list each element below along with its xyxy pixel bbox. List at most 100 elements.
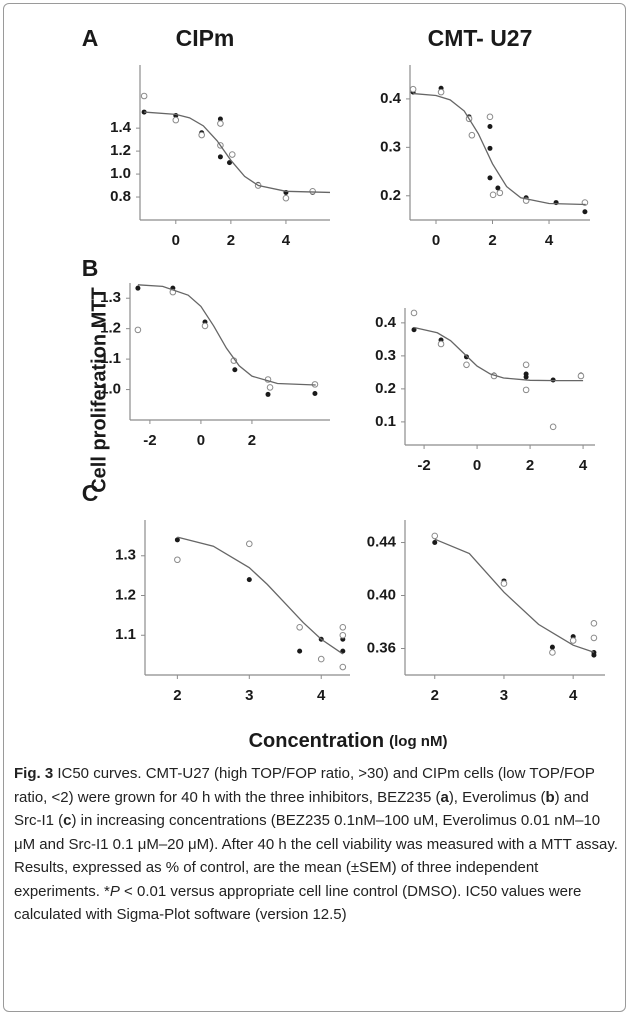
fit-curve <box>137 284 316 386</box>
filled-point <box>411 327 417 333</box>
open-point <box>522 386 530 394</box>
open-point <box>409 85 417 93</box>
caption-text: c <box>63 812 72 829</box>
filled-point <box>135 285 141 291</box>
open-point <box>437 340 445 348</box>
open-point <box>339 663 347 671</box>
panel-label: C <box>82 480 99 506</box>
caption-text: ) and Src-I1 ( <box>14 788 589 830</box>
open-point <box>431 532 439 540</box>
y-tick-label: 1.2 <box>115 586 136 603</box>
filled-point <box>217 154 223 160</box>
x-tick-label: 2 <box>526 457 534 474</box>
open-point <box>172 116 180 124</box>
open-point <box>296 624 303 631</box>
open-point <box>282 194 290 202</box>
caption: Fig. 3 IC50 curves. CMT-U27 (high TOP/FO… <box>14 762 618 927</box>
x-tick-label: 0 <box>432 232 440 249</box>
open-point <box>463 361 470 369</box>
y-tick-label: 1.1 <box>100 350 121 367</box>
filled-point <box>495 185 501 191</box>
y-tick-label: 1.2 <box>110 142 131 159</box>
x-tick-label: 4 <box>282 232 291 249</box>
open-point <box>496 189 504 197</box>
open-point <box>339 624 347 631</box>
open-point <box>549 649 556 656</box>
open-point <box>228 151 236 158</box>
open-point <box>468 131 476 139</box>
x-tick-label: 3 <box>500 687 508 704</box>
fit-curve <box>413 92 586 206</box>
filled-point <box>523 374 529 380</box>
filled-point <box>217 116 223 122</box>
x-tick-label: 4 <box>569 687 578 704</box>
open-point <box>489 191 497 199</box>
y-tick-label: 1.0 <box>100 381 121 398</box>
x-tick-label: 2 <box>173 687 181 704</box>
caption-text: P <box>109 882 120 900</box>
x-tick-label: -2 <box>143 432 156 449</box>
filled-point <box>312 391 318 397</box>
y-tick-label: 0.4 <box>380 90 402 107</box>
filled-point <box>591 652 597 658</box>
x-tick-label: 4 <box>545 232 554 249</box>
open-point <box>217 120 224 127</box>
x-tick-label: -2 <box>417 457 430 474</box>
x-tick-label: 2 <box>248 432 256 449</box>
fit-curve <box>413 326 584 382</box>
open-point <box>437 88 445 96</box>
y-tick-label: 0.3 <box>375 347 396 364</box>
filled-point <box>174 537 180 543</box>
x-axis-label: Concentration (log nM) <box>249 730 448 752</box>
panel-label: B <box>82 255 99 281</box>
y-tick-label: 0.3 <box>380 138 401 155</box>
open-point <box>317 655 325 663</box>
open-point <box>590 620 598 627</box>
filled-point <box>297 648 303 654</box>
x-tick-label: 0 <box>473 457 481 474</box>
filled-point <box>487 145 493 151</box>
filled-point <box>246 577 252 583</box>
y-tick-label: 1.3 <box>100 289 121 306</box>
x-axis-label-text: Concentration <box>249 730 385 752</box>
x-tick-label: 2 <box>488 232 496 249</box>
x-tick-label: 0 <box>197 432 205 449</box>
open-point <box>134 326 142 334</box>
filled-point <box>582 209 588 215</box>
caption-text: ), Everolimus ( <box>448 788 546 806</box>
filled-point <box>549 644 555 650</box>
caption-text: a <box>440 788 449 806</box>
panel-label: A <box>82 25 99 51</box>
caption-text: ) in increasing concentrations (BEZ235 0… <box>14 812 618 900</box>
x-tick-label: 2 <box>431 687 439 704</box>
y-tick-label: 0.1 <box>375 413 396 430</box>
open-point <box>577 372 585 380</box>
y-tick-label: 0.4 <box>375 314 397 331</box>
x-axis-unit: (log nM) <box>389 733 447 750</box>
open-point <box>410 309 418 317</box>
open-point <box>486 113 494 121</box>
open-point <box>590 634 598 642</box>
column-title: CMT- U27 <box>428 25 533 51</box>
x-tick-label: 4 <box>317 687 326 704</box>
open-point <box>140 92 148 100</box>
x-tick-label: 4 <box>579 457 588 474</box>
open-point <box>339 631 347 639</box>
open-point <box>266 384 274 391</box>
open-point <box>174 556 181 564</box>
open-point <box>569 637 577 644</box>
filled-point <box>232 367 238 373</box>
y-tick-label: 1.4 <box>110 119 132 136</box>
open-point <box>201 322 209 330</box>
y-axis-label: Cell proliferation MTT <box>88 287 110 493</box>
filled-point <box>432 540 438 546</box>
x-tick-label: 2 <box>227 232 235 249</box>
y-tick-label: 1.1 <box>115 626 136 643</box>
open-point <box>549 423 557 431</box>
filled-point <box>487 175 493 181</box>
fit-curve <box>177 536 344 655</box>
x-tick-label: 0 <box>172 232 180 249</box>
y-tick-label: 0.44 <box>367 533 397 550</box>
y-tick-label: 1.2 <box>100 320 121 337</box>
